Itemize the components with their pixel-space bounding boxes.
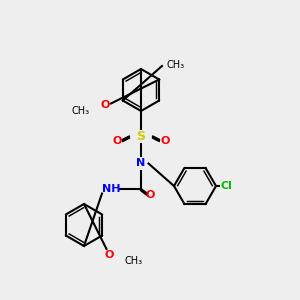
- Text: O: O: [112, 136, 122, 146]
- Text: CH₃: CH₃: [124, 256, 142, 266]
- Text: Cl: Cl: [220, 181, 232, 191]
- Text: NH: NH: [102, 184, 120, 194]
- Text: O: O: [145, 190, 155, 200]
- Text: O: O: [160, 136, 170, 146]
- Text: O: O: [100, 100, 110, 110]
- Text: CH₃: CH₃: [167, 59, 184, 70]
- Text: S: S: [136, 130, 146, 143]
- Text: O: O: [105, 250, 114, 260]
- Text: N: N: [136, 158, 146, 169]
- Text: CH₃: CH₃: [72, 106, 90, 116]
